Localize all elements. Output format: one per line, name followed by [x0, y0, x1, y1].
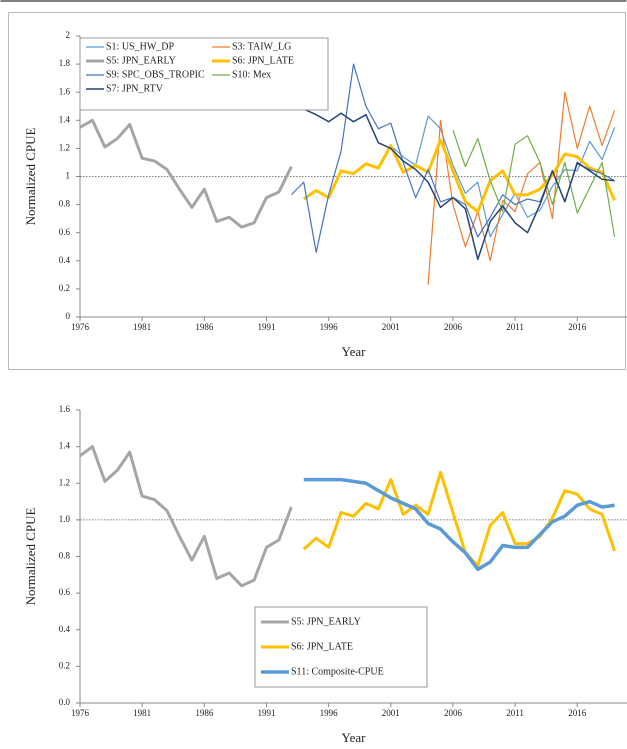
y-tick-label: 1.2 — [59, 477, 70, 487]
x-tick-label: 1976 — [71, 322, 90, 332]
legend-label: S10: Mex — [232, 69, 271, 80]
legend-label: S9: SPC_OBS_TROPIC — [106, 69, 205, 80]
x-tick-label: 2011 — [506, 708, 524, 718]
y-tick-label: 0.4 — [59, 624, 71, 634]
series-line — [302, 470, 616, 568]
x-tick-label: 1996 — [320, 708, 339, 718]
x-tick-label: 1986 — [195, 322, 214, 332]
y-tick-label: 0 — [66, 311, 71, 321]
top-rule — [0, 0, 627, 2]
y-tick-label: 1.0 — [59, 514, 71, 524]
x-tick-label: 2001 — [382, 708, 400, 718]
series-line — [427, 91, 616, 285]
y-axis-label: Normalized CPUE — [23, 508, 38, 606]
x-tick-label: 1981 — [133, 322, 151, 332]
series-line — [290, 63, 615, 253]
y-tick-label: 0.4 — [59, 255, 71, 265]
legend-label: S5: JPN_EARLY — [291, 616, 361, 627]
x-tick-label: 2016 — [568, 708, 587, 718]
y-axis-label: Normalized CPUE — [23, 128, 38, 226]
legend-label: S1: US_HW_DP — [106, 41, 175, 52]
x-tick-label: 2001 — [382, 322, 400, 332]
y-tick-label: 1.2 — [59, 142, 70, 152]
x-axis-label: Year — [342, 344, 367, 359]
legend-label: S11: Composite-CPUE — [291, 666, 384, 677]
x-tick-label: 1981 — [133, 708, 151, 718]
x-tick-label: 1976 — [71, 708, 90, 718]
y-tick-label: 1.4 — [59, 114, 71, 124]
series-line — [302, 138, 616, 214]
y-tick-label: 1.8 — [59, 58, 71, 68]
x-tick-label: 2016 — [568, 322, 587, 332]
legend-label: S7: JPN_RTV — [106, 83, 164, 94]
x-tick-label: 2006 — [444, 708, 463, 718]
y-tick-label: 0.2 — [59, 283, 70, 293]
panel-frame — [8, 12, 626, 370]
series-line — [303, 477, 615, 572]
y-tick-label: 0.6 — [59, 227, 71, 237]
y-tick-label: 0.2 — [59, 660, 70, 670]
y-tick-label: 0.6 — [59, 587, 71, 597]
series-line — [452, 129, 616, 238]
y-tick-label: 0.8 — [59, 199, 71, 209]
legend-label: S6: JPN_LATE — [232, 55, 294, 66]
y-tick-label: 1.4 — [59, 441, 71, 451]
y-tick-label: 1.6 — [59, 86, 71, 96]
legend-label: S5: JPN_EARLY — [106, 55, 176, 66]
x-tick-label: 2011 — [506, 322, 524, 332]
legend-label: S6: JPN_LATE — [291, 641, 353, 652]
x-tick-label: 2006 — [444, 322, 463, 332]
x-tick-label: 1991 — [257, 708, 275, 718]
series-line — [79, 445, 293, 588]
y-tick-label: 2 — [66, 30, 71, 40]
x-axis-label: Year — [342, 730, 367, 745]
series-line — [390, 115, 616, 238]
legend-label: S3: TAIW_LG — [232, 41, 291, 52]
y-tick-label: 0.8 — [59, 551, 71, 561]
y-tick-label: 1.6 — [59, 404, 71, 414]
series-line — [79, 118, 293, 229]
legend-box — [79, 37, 329, 111]
x-tick-label: 1986 — [195, 708, 214, 718]
series-line — [303, 108, 615, 261]
y-tick-label: 1 — [66, 171, 71, 181]
y-tick-label: 0.0 — [59, 697, 71, 707]
x-tick-label: 1996 — [320, 322, 339, 332]
x-tick-label: 1991 — [257, 322, 275, 332]
